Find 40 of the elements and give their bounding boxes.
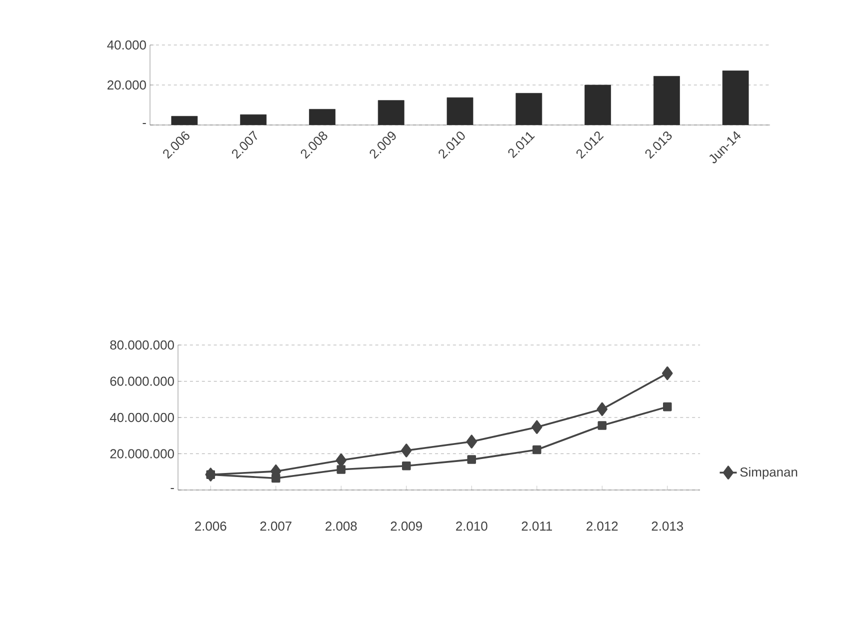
bar [584,84,611,125]
point [598,421,607,430]
x-tick-label: 2.008 [326,522,357,531]
y-tick-label: 20.000 [108,80,146,90]
x-tick-label: 2.009 [390,522,422,531]
point [400,444,412,458]
bar [446,97,474,125]
legend-label: Simpanan [740,467,798,480]
x-tick-label: 2.010 [456,522,488,531]
y-tick-label: 80.000.000 [110,340,174,350]
point [662,402,672,412]
point [596,402,608,416]
y-tick-label: - [142,123,146,124]
point [532,445,542,454]
point [402,462,411,470]
bar [653,76,680,125]
x-tick-label: 2.013 [652,522,684,531]
x-tick-label: 2.006 [195,522,226,531]
y-tick-label: 60.000.000 [110,376,174,386]
point [531,420,542,434]
bar [240,114,267,125]
bar [378,100,404,125]
bar [171,116,198,125]
point [336,453,347,468]
point [271,474,280,483]
y-tick-label: 40.000.000 [110,412,174,422]
point [206,470,216,479]
y-tick-label: - [170,488,174,490]
bar [722,70,749,125]
bar [309,108,336,125]
y-tick-label: 20.000.000 [110,449,174,458]
point [466,434,478,448]
bar [516,92,542,125]
point [336,465,346,474]
point [662,366,673,380]
x-tick-label: 2.012 [586,522,618,531]
point [467,455,476,464]
y-tick-label: 40.000 [107,40,146,50]
x-tick-label: 2.011 [522,522,552,531]
x-tick-label: 2.007 [260,522,292,531]
